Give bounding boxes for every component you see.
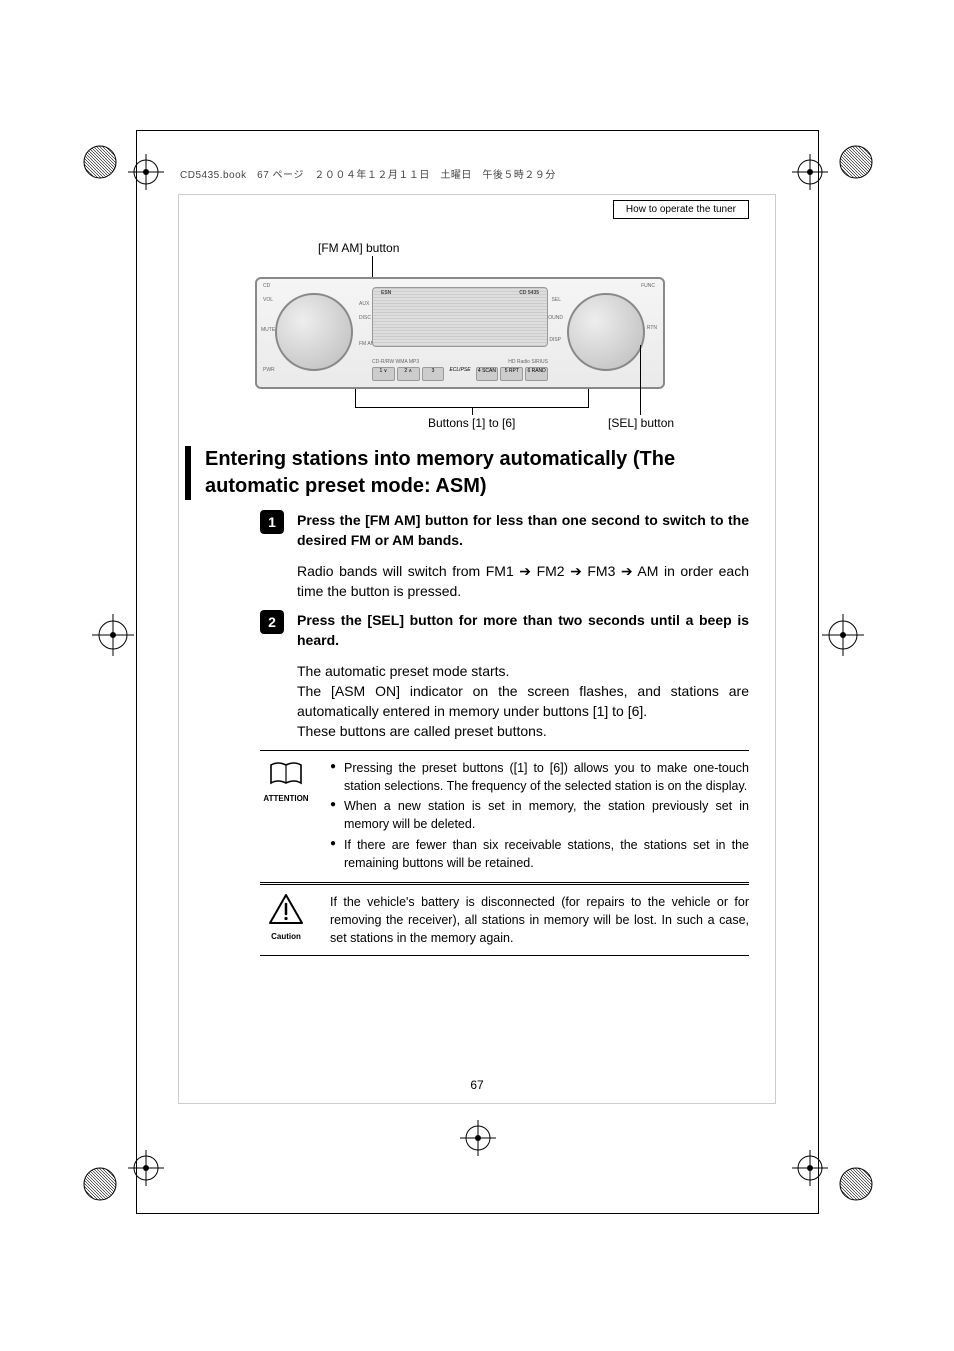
step-2-line1: The automatic preset mode starts. [297,661,749,681]
crop-bottom-left-inner [128,1150,164,1186]
preset-button-row: 1 ∨ 2 ∧ 3 ECLIPSE 4 SCAN 5 RPT 6 RAND [372,367,548,381]
step-2-line3: These buttons are called preset buttons. [297,721,749,741]
crop-mid-right [822,614,864,656]
label-buttons: Buttons [1] to [6] [428,416,515,430]
arrow-1: ➔ FM2 [519,563,570,579]
step-1-number: 1 [260,510,284,534]
lbl-cd: CD [263,283,270,289]
device-logos: CD-R/RW WMA MP3 HD Radio SIRIUS [372,359,548,365]
section-tag: How to operate the tuner [613,200,749,219]
preset-1: 1 ∨ [372,367,395,381]
page-heading: Entering stations into memory automatica… [205,446,749,500]
dial-left [275,293,353,371]
device-image: CD VOL AUX DISC MUTE FM AM PWR FUNC SEL … [255,277,665,389]
book-header: CD5435.book 67 ページ ２００４年１２月１１日 土曜日 午後５時２… [180,166,556,181]
attention-label: ATTENTION [260,793,312,805]
caution-text: If the vehicle's battery is disconnected… [330,893,749,947]
attention-item-2: When a new station is set in memory, the… [330,797,749,833]
lbl-func: FUNC [641,283,655,289]
crop-top-left-inner [128,154,164,190]
page-number: 67 [0,1078,954,1092]
caution-box: Caution If the vehicle's battery is disc… [260,884,749,956]
label-sel: [SEL] button [608,416,674,430]
step-2-line2: The [ASM ON] indicator on the screen fla… [297,681,749,722]
lbl-sel: SEL [552,297,561,303]
heading-block: Entering stations into memory automatica… [185,446,749,500]
preset-5: 5 RPT [500,367,523,381]
lbl-rtn: RTN [647,325,657,331]
callout-buttons-v2 [588,389,589,407]
attention-icon: ATTENTION [260,761,312,804]
step-1-text: Radio bands will switch from FM1 ➔ FM2 ➔… [297,561,749,602]
label-fm-am: [FM AM] button [318,241,399,255]
lbl-disp: DISP [549,337,561,343]
attention-item-3: If there are fewer than six receivable s… [330,836,749,872]
lbl-disc: DISC [359,315,371,321]
caution-icon-block: Caution [260,893,312,942]
crop-bottom-right-outer [834,1162,878,1206]
lbl-pwr: PWR [263,367,275,373]
step-2-title: Press the [SEL] button for more than two… [297,610,749,651]
preset-3: 3 [422,367,445,381]
caution-icon [268,893,304,925]
logo-right: HD Radio SIRIUS [508,359,548,365]
crop-top-right-outer [834,140,878,184]
attention-item-1: Pressing the preset buttons ([1] to [6])… [330,759,749,795]
book-icon [269,761,303,787]
step-1-pre: Radio bands will switch from FM1 [297,563,519,579]
preset-2: 2 ∧ [397,367,420,381]
crop-mid-left [92,614,134,656]
attention-box: ATTENTION Pressing the preset buttons ([… [260,750,749,883]
step-2-number: 2 [260,610,284,634]
arrow-2: ➔ FM3 [570,563,621,579]
lbl-aux: AUX [359,301,369,307]
crop-bottom-left-outer [78,1162,122,1206]
logo-mid: ECLIPSE [446,367,473,381]
screen-model: CD 5435 [519,290,539,296]
logo-left: CD-R/RW WMA MP3 [372,359,419,365]
device-screen: ESN CD 5435 [372,287,548,347]
preset-6: 6 RAND [525,367,548,381]
preset-4: 4 SCAN [476,367,499,381]
lbl-mute: MUTE [261,327,275,333]
step-1-body: Press the [FM AM] button for less than o… [297,510,749,601]
caution-label: Caution [260,931,312,943]
dial-right [567,293,645,371]
crop-top-left-outer [78,140,122,184]
lbl-vol: VOL [263,297,273,303]
screen-brand: ESN [381,290,391,296]
crop-bottom-center [460,1120,496,1156]
callout-sel [640,345,641,415]
step-2-body: Press the [SEL] button for more than two… [297,610,749,742]
callout-buttons-drop [472,407,473,415]
attention-list: Pressing the preset buttons ([1] to [6])… [330,759,749,872]
callout-buttons-v1 [355,389,356,407]
step-1-title: Press the [FM AM] button for less than o… [297,510,749,551]
crop-bottom-right-inner [792,1150,828,1186]
crop-top-right-inner [792,154,828,190]
